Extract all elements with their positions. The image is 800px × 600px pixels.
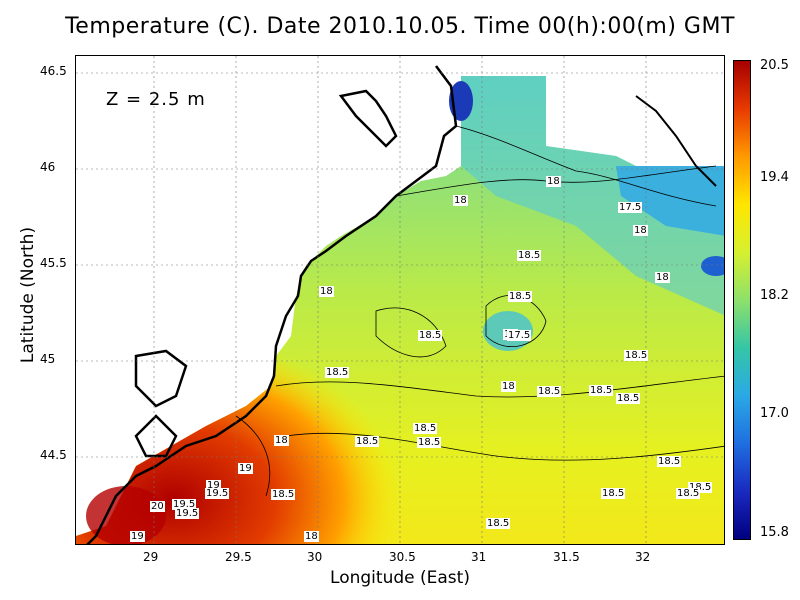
y-axis-label: Latitude (North) (18, 226, 38, 364)
x-axis-label: Longitude (East) (330, 568, 470, 588)
contour-label: 18 (501, 381, 516, 392)
x-tick-label: 29.5 (225, 550, 252, 564)
contour-label: 19 (130, 531, 145, 542)
contour-label: 18.5 (517, 250, 542, 261)
map-title: Temperature (C). Date 2010.10.05. Time 0… (65, 14, 735, 39)
x-tick-label: 31.5 (553, 550, 580, 564)
contour-label: 18.5 (601, 488, 626, 499)
contour-label: 19.5 (175, 508, 200, 519)
x-tick-label: 31 (471, 550, 487, 564)
contour-label: 19 (238, 463, 253, 474)
coastline (86, 65, 458, 544)
contour-label: 18.5 (676, 488, 701, 499)
depth-label: Z = 2.5 m (106, 89, 206, 110)
contour-label: 18.5 (589, 385, 614, 396)
contour-label: 17.5 (507, 330, 532, 341)
contour-label: 18 (319, 286, 334, 297)
x-tick-label: 29 (143, 550, 159, 564)
x-tick-label: 30.5 (389, 550, 416, 564)
y-tick-label: 46 (40, 160, 56, 174)
contour-label: 18.5 (688, 482, 713, 493)
contour-label: 19 (206, 480, 221, 491)
contour-label: 18.5 (417, 437, 442, 448)
contour-label: 18 (655, 272, 670, 283)
contour-label: 18.5 (624, 350, 649, 361)
contour-label: 18.5 (271, 489, 296, 500)
contour-label: 18 (546, 176, 561, 187)
colorbar-tick-label: 19.4 (760, 170, 789, 185)
temperature-field (76, 56, 724, 544)
y-tick-label: 45.5 (40, 256, 67, 270)
contour-label: 18 (453, 195, 468, 206)
colorbar-tick-label: 15.8 (760, 525, 789, 540)
grid-lines (76, 56, 724, 544)
contour-label: 18.5 (616, 393, 641, 404)
contour-label: 19.5 (172, 499, 197, 510)
contour-label: 17.5 (618, 202, 643, 213)
contour-label: 18.5 (508, 291, 533, 302)
contour-label: 18.5 (413, 423, 438, 434)
contour-label: 18.5 (657, 456, 682, 467)
y-tick-label: 44.5 (40, 448, 67, 462)
contour-label: 18.5 (537, 386, 562, 397)
contour-label: 18.5 (355, 436, 380, 447)
contour-label: 18.5 (325, 367, 350, 378)
colorbar-tick-label: 17.0 (760, 406, 789, 421)
x-tick-label: 32 (635, 550, 651, 564)
colorbar (733, 60, 751, 540)
contour-label: 18.5 (486, 518, 511, 529)
x-tick-label: 30 (307, 550, 323, 564)
colorbar-tick-label: 20.5 (760, 58, 789, 73)
contour-label: 18.5 (418, 330, 443, 341)
y-tick-label: 46.5 (40, 64, 67, 78)
y-tick-label: 45 (40, 352, 56, 366)
contour-label: 18 (633, 225, 648, 236)
contour-label: 18 (274, 435, 289, 446)
contour-label: 18 (304, 531, 319, 542)
contour-label: 20 (150, 501, 165, 512)
contour-label: 19.5 (205, 488, 230, 499)
map-plot-area: Z = 2.5 m 18 18 17.5 18 18 18.5 18 18.5 18 17.5 18… (75, 55, 725, 545)
colorbar-tick-label: 18.2 (760, 288, 789, 303)
